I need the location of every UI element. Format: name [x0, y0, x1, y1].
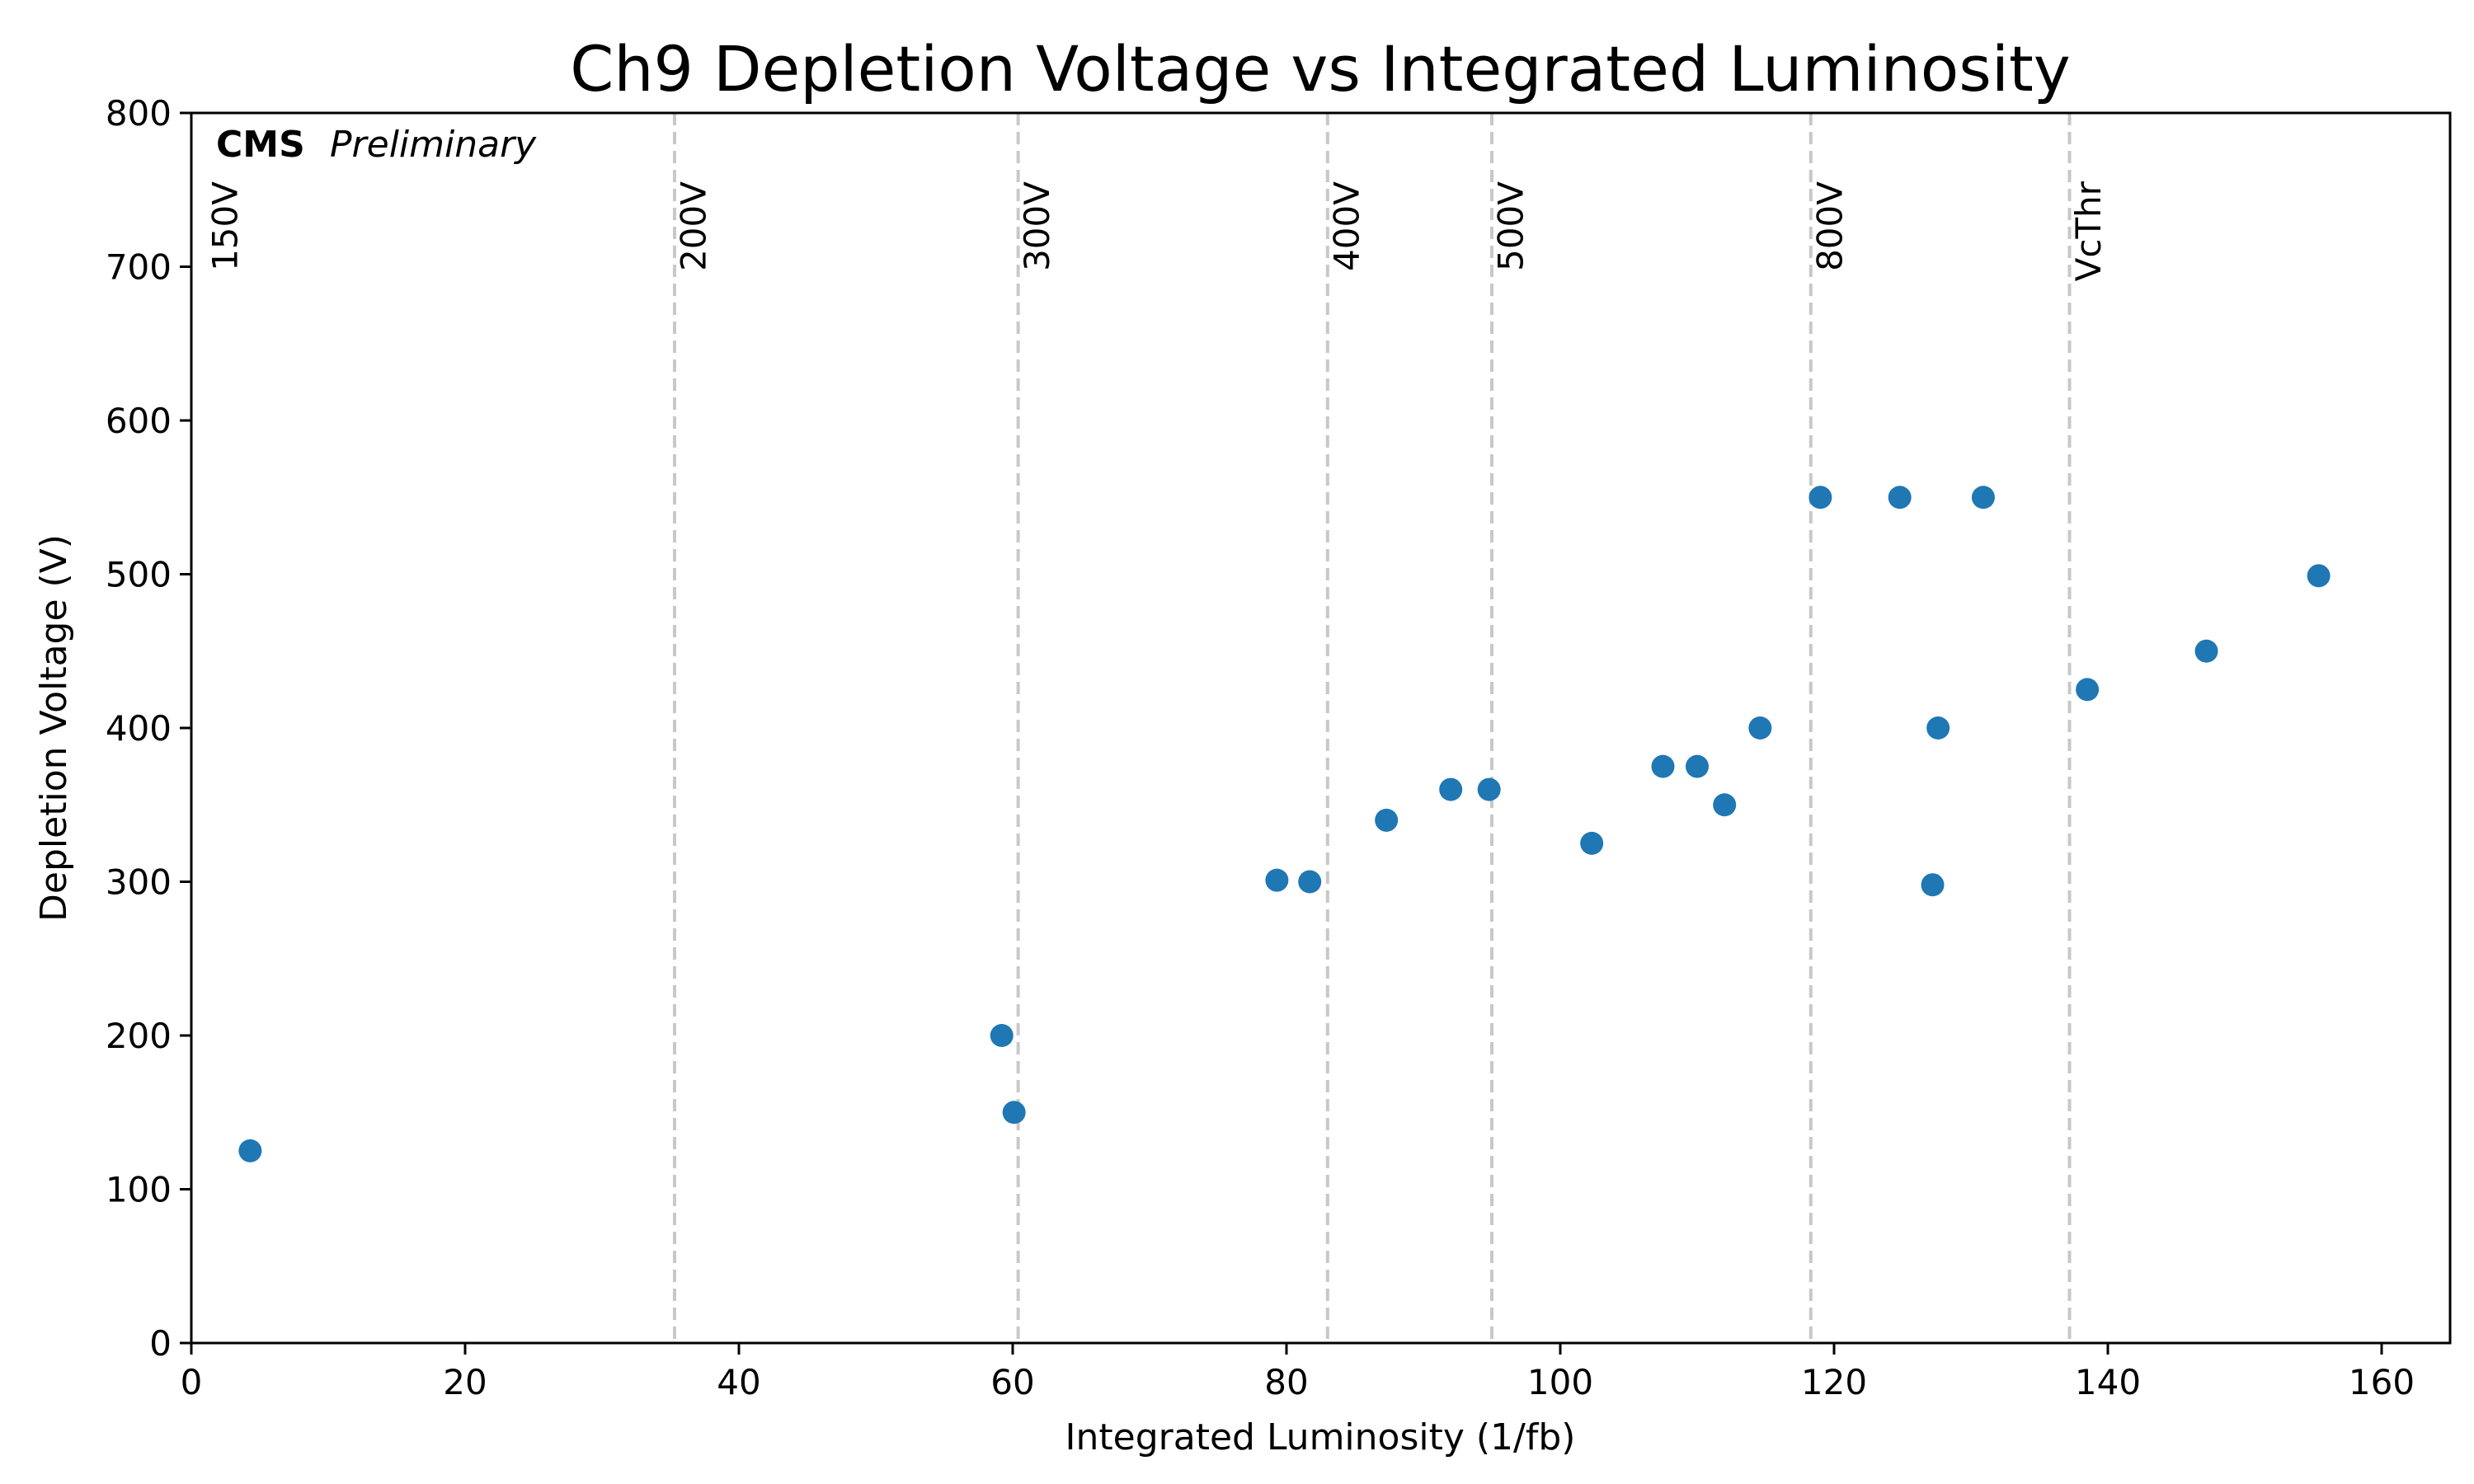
vertical-lines-group: 200V 300V 400V 500V 800V VcThr 150V	[205, 113, 2109, 1343]
data-point	[1971, 486, 1995, 510]
data-point	[1298, 870, 1322, 894]
y-tick-label: 800	[106, 93, 172, 134]
data-point	[990, 1024, 1014, 1047]
vertical-line-label: 200V	[673, 181, 713, 271]
data-point	[1651, 754, 1675, 778]
y-tick-label: 100	[106, 1170, 172, 1210]
preliminary-label: Preliminary	[330, 124, 537, 166]
data-point	[1748, 716, 1772, 740]
data-point	[1888, 486, 1912, 510]
vertical-line-label: 400V	[1326, 181, 1366, 271]
x-tick-label: 60	[990, 1362, 1034, 1402]
y-tick-label: 200	[106, 1016, 172, 1056]
y-tick-label: 400	[106, 708, 172, 749]
data-point	[1477, 777, 1501, 801]
y-axis-ticks: 0 100 200 300 400 500 600 700 800	[106, 93, 191, 1364]
data-point	[1713, 793, 1737, 817]
vertical-line-label: 150V	[205, 181, 245, 271]
vertical-line-label: 500V	[1491, 181, 1531, 271]
x-tick-label: 100	[1527, 1362, 1593, 1402]
y-tick-label: 500	[106, 555, 172, 595]
y-tick-label: 300	[106, 862, 172, 903]
data-point	[1580, 831, 1604, 855]
cms-label: CMS	[216, 124, 305, 166]
chart-title: Ch9 Depletion Voltage vs Integrated Lumi…	[570, 32, 2070, 106]
vertical-line-label: VcThr	[2068, 181, 2109, 281]
data-point	[2076, 678, 2100, 702]
x-tick-label: 0	[181, 1362, 203, 1402]
data-point	[1265, 868, 1289, 892]
vertical-line-label: 800V	[1809, 181, 1850, 271]
data-point	[1921, 873, 1945, 897]
data-point	[1375, 808, 1399, 832]
y-tick-label: 700	[106, 247, 172, 288]
data-point	[2194, 639, 2218, 663]
x-axis-ticks: 0 20 40 60 80 100 120 140 160	[181, 1343, 2415, 1402]
data-point	[1439, 777, 1463, 801]
data-point	[1926, 716, 1950, 740]
x-tick-label: 160	[2349, 1362, 2415, 1402]
data-point	[238, 1139, 262, 1162]
data-point	[1002, 1101, 1026, 1125]
x-tick-label: 120	[1801, 1362, 1867, 1402]
data-point	[2307, 564, 2331, 588]
x-axis-label: Integrated Luminosity (1/fb)	[1065, 1416, 1576, 1458]
data-points-group	[238, 486, 2331, 1162]
y-tick-label: 0	[149, 1323, 172, 1364]
y-axis-label: Depletion Voltage (V)	[33, 534, 75, 922]
data-point	[1808, 486, 1832, 510]
x-tick-label: 40	[717, 1362, 760, 1402]
y-tick-label: 600	[106, 401, 172, 441]
x-tick-label: 80	[1264, 1362, 1308, 1402]
x-tick-label: 20	[443, 1362, 487, 1402]
x-tick-label: 140	[2075, 1362, 2141, 1402]
data-point	[1686, 754, 1709, 778]
vertical-line-label: 300V	[1017, 181, 1057, 271]
